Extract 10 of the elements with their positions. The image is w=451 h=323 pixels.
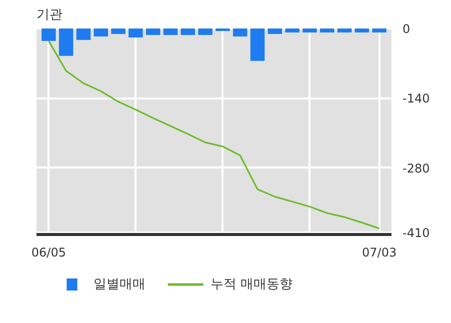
x-tick-label: 06/05: [31, 246, 66, 260]
legend-label: 일별매매: [93, 277, 146, 292]
y-tick-label: -280: [402, 161, 430, 176]
chart-title: 기관: [36, 8, 62, 22]
x-tick-label: 07/03: [362, 246, 397, 260]
line-series: [48, 40, 380, 230]
y-tick-label: -140: [402, 92, 430, 106]
legend-label: 누적 매매동향: [210, 277, 293, 292]
y-tick-label: -410: [402, 226, 430, 240]
y-tick-label: 0: [402, 22, 410, 36]
